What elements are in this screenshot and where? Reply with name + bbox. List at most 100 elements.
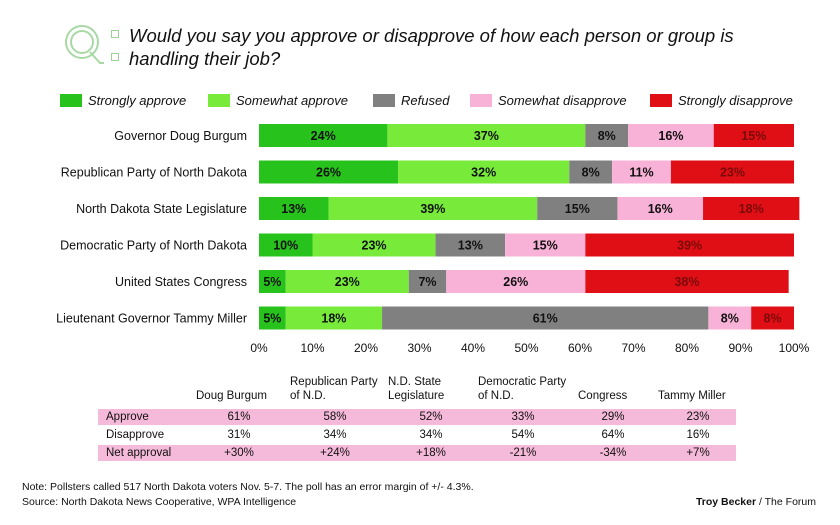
bar-somewhat-disapprove bbox=[617, 197, 704, 220]
x-tick-label: 80% bbox=[675, 341, 699, 355]
data-label: 23% bbox=[362, 239, 387, 253]
data-label: 18% bbox=[739, 202, 764, 216]
bar-strongly-disapprove bbox=[585, 233, 794, 257]
x-tick-label: 30% bbox=[407, 341, 431, 355]
table-column-header: N.D. State Legislature bbox=[388, 376, 445, 402]
legend-swatch bbox=[650, 93, 672, 107]
table-cell: +18% bbox=[416, 447, 446, 459]
table-column-header: Doug Burgum bbox=[196, 390, 267, 402]
footnote: Note: Pollsters called 517 North Dakota … bbox=[22, 481, 474, 493]
data-label: 8% bbox=[598, 129, 616, 143]
table-cell: 54% bbox=[511, 429, 535, 441]
bar-somewhat-approve bbox=[398, 160, 570, 184]
category-label: Democratic Party of North Dakota bbox=[60, 239, 247, 253]
bar-strongly-disapprove bbox=[585, 270, 789, 293]
data-label: 13% bbox=[458, 239, 483, 253]
data-label: 15% bbox=[533, 239, 558, 253]
x-tick-label: 10% bbox=[300, 341, 324, 355]
legend-item-somewhat-approve: Somewhat approve bbox=[208, 91, 348, 109]
category-label: North Dakota State Legislature bbox=[76, 202, 247, 216]
data-label: 15% bbox=[565, 202, 590, 216]
data-label: 24% bbox=[311, 129, 336, 143]
data-label: 5% bbox=[263, 312, 281, 326]
table-column-header: Republican Party of N.D. bbox=[290, 376, 378, 402]
category-label: Governor Doug Burgum bbox=[114, 129, 247, 143]
bar-strongly-disapprove bbox=[713, 124, 794, 147]
table-cell: 61% bbox=[227, 411, 251, 423]
bar-strongly-approve bbox=[259, 306, 286, 330]
data-label: 16% bbox=[648, 202, 673, 216]
legend-label: Somewhat disapprove bbox=[498, 92, 627, 108]
bar-strongly-disapprove bbox=[670, 160, 794, 184]
data-label: 23% bbox=[335, 275, 360, 289]
bar-refused bbox=[435, 233, 506, 257]
x-tick-label: 70% bbox=[621, 341, 645, 355]
x-tick-label: 20% bbox=[354, 341, 378, 355]
table-row: Approve 61% 58% 52% 33% 29% 23% bbox=[98, 409, 736, 425]
bar-somewhat-approve bbox=[312, 233, 436, 257]
table-column-header: Congress bbox=[578, 390, 628, 402]
bar-somewhat-approve bbox=[387, 124, 586, 147]
x-tick-label: 40% bbox=[461, 341, 485, 355]
data-label: 13% bbox=[281, 202, 306, 216]
bar-somewhat-approve bbox=[285, 270, 409, 293]
credit: Troy Becker / The Forum bbox=[696, 496, 816, 508]
bar-somewhat-disapprove bbox=[505, 233, 586, 257]
source-line: Source: North Dakota News Cooperative, W… bbox=[22, 496, 297, 508]
category-label: United States Congress bbox=[115, 275, 247, 289]
bar-somewhat-disapprove bbox=[628, 124, 714, 147]
data-label: 39% bbox=[677, 239, 702, 253]
table-cell: 16% bbox=[686, 429, 710, 441]
chart-legend: Strongly approve Somewhat approve Refused S… bbox=[60, 91, 800, 109]
table-cell: -34% bbox=[599, 447, 627, 459]
table-cell: 29% bbox=[601, 411, 625, 423]
stacked-bar-chart: Governor Doug Burgum 24% 37% 8% 16% 15% Republ… bbox=[56, 124, 810, 355]
x-tick-label: 0% bbox=[250, 341, 268, 355]
legend-swatch bbox=[373, 93, 395, 107]
legend-label: Refused bbox=[401, 92, 450, 108]
data-label: 8% bbox=[721, 312, 739, 326]
table-column-header: Tammy Miller bbox=[658, 390, 726, 402]
table-cell: +7% bbox=[686, 447, 710, 459]
bar-refused bbox=[408, 270, 447, 293]
data-label: 8% bbox=[582, 166, 600, 180]
bullet-icon bbox=[111, 30, 119, 38]
x-tick-label: 90% bbox=[728, 341, 752, 355]
category-label: Republican Party of North Dakota bbox=[61, 166, 247, 180]
legend-label: Somewhat approve bbox=[236, 92, 349, 108]
table-column-header: Democratic Party of N.D. bbox=[478, 376, 567, 402]
legend-swatch bbox=[60, 93, 82, 107]
bar-strongly-disapprove bbox=[751, 306, 794, 330]
x-tick-label: 100% bbox=[779, 341, 810, 355]
bar-strongly-approve bbox=[259, 160, 399, 184]
table-cell: 34% bbox=[323, 429, 347, 441]
table-row-label: Approve bbox=[106, 411, 149, 423]
table-cell: 58% bbox=[323, 411, 347, 423]
data-label: 26% bbox=[503, 275, 528, 289]
bar-refused bbox=[569, 160, 613, 184]
legend-item-somewhat-disapprove: Somewhat disapprove bbox=[470, 91, 627, 109]
table-row: Net approval +30% +24% +18% -21% -34% +7% bbox=[98, 445, 736, 461]
data-label: 38% bbox=[674, 275, 699, 289]
legend-swatch bbox=[470, 93, 492, 107]
q-logo-icon bbox=[65, 25, 104, 64]
table-cell: 52% bbox=[419, 411, 443, 423]
credit-org: / The Forum bbox=[756, 496, 816, 508]
table-cell: -21% bbox=[509, 447, 537, 459]
bar-refused bbox=[382, 306, 709, 330]
bar-refused bbox=[585, 124, 629, 147]
bar-somewhat-disapprove bbox=[612, 160, 671, 184]
x-tick-label: 60% bbox=[568, 341, 592, 355]
bar-strongly-approve bbox=[259, 197, 329, 220]
table-cell: +30% bbox=[224, 447, 254, 459]
bar-strongly-approve bbox=[259, 270, 286, 293]
credit-name: Troy Becker bbox=[695, 496, 757, 508]
table-cell: +24% bbox=[320, 447, 350, 459]
data-label: 5% bbox=[263, 275, 281, 289]
data-label: 7% bbox=[418, 275, 436, 289]
legend-item-strongly-disapprove: Strongly disapprove bbox=[650, 91, 793, 109]
question-text: Would you say you approve or disapprove … bbox=[129, 25, 734, 69]
table-cell: 31% bbox=[227, 429, 251, 441]
data-label: 15% bbox=[741, 129, 766, 143]
data-label: 32% bbox=[471, 166, 496, 180]
